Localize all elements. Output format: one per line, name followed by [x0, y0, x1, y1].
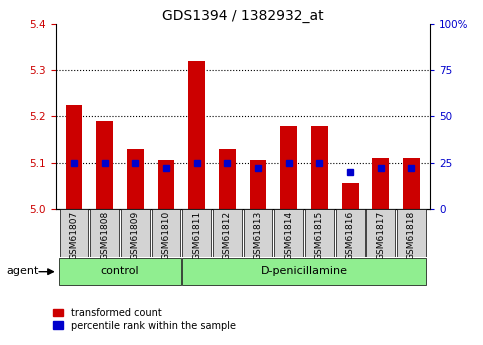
FancyBboxPatch shape: [59, 209, 88, 257]
Bar: [403, 158, 420, 209]
Text: GSM61807: GSM61807: [70, 211, 78, 260]
Bar: [157, 160, 174, 209]
Bar: [372, 158, 389, 209]
FancyBboxPatch shape: [305, 209, 334, 257]
Bar: [66, 105, 83, 209]
Bar: [127, 149, 144, 209]
Bar: [188, 61, 205, 209]
Text: GSM61814: GSM61814: [284, 211, 293, 260]
FancyBboxPatch shape: [182, 209, 211, 257]
Text: GSM61816: GSM61816: [346, 211, 355, 260]
FancyBboxPatch shape: [90, 209, 119, 257]
Text: control: control: [100, 266, 139, 276]
Legend: transformed count, percentile rank within the sample: transformed count, percentile rank withi…: [53, 308, 236, 331]
Bar: [341, 183, 358, 209]
Text: GSM61812: GSM61812: [223, 211, 232, 260]
Text: D-penicillamine: D-penicillamine: [260, 266, 348, 276]
Bar: [219, 149, 236, 209]
Title: GDS1394 / 1382932_at: GDS1394 / 1382932_at: [162, 9, 324, 23]
FancyBboxPatch shape: [152, 209, 181, 257]
FancyBboxPatch shape: [367, 209, 395, 257]
Text: GSM61818: GSM61818: [407, 211, 416, 260]
Text: GSM61817: GSM61817: [376, 211, 385, 260]
FancyBboxPatch shape: [121, 209, 150, 257]
Bar: [96, 121, 113, 209]
FancyBboxPatch shape: [213, 209, 242, 257]
Text: GSM61809: GSM61809: [131, 211, 140, 260]
Text: GSM61811: GSM61811: [192, 211, 201, 260]
Bar: [280, 126, 297, 209]
Text: GSM61813: GSM61813: [254, 211, 263, 260]
FancyBboxPatch shape: [182, 258, 426, 285]
Text: GSM61810: GSM61810: [161, 211, 170, 260]
Text: GSM61808: GSM61808: [100, 211, 109, 260]
FancyBboxPatch shape: [274, 209, 303, 257]
FancyBboxPatch shape: [59, 258, 181, 285]
FancyBboxPatch shape: [397, 209, 426, 257]
FancyBboxPatch shape: [336, 209, 365, 257]
Bar: [250, 160, 267, 209]
Text: GSM61815: GSM61815: [315, 211, 324, 260]
FancyBboxPatch shape: [243, 209, 272, 257]
Bar: [311, 126, 328, 209]
Text: agent: agent: [6, 266, 39, 276]
